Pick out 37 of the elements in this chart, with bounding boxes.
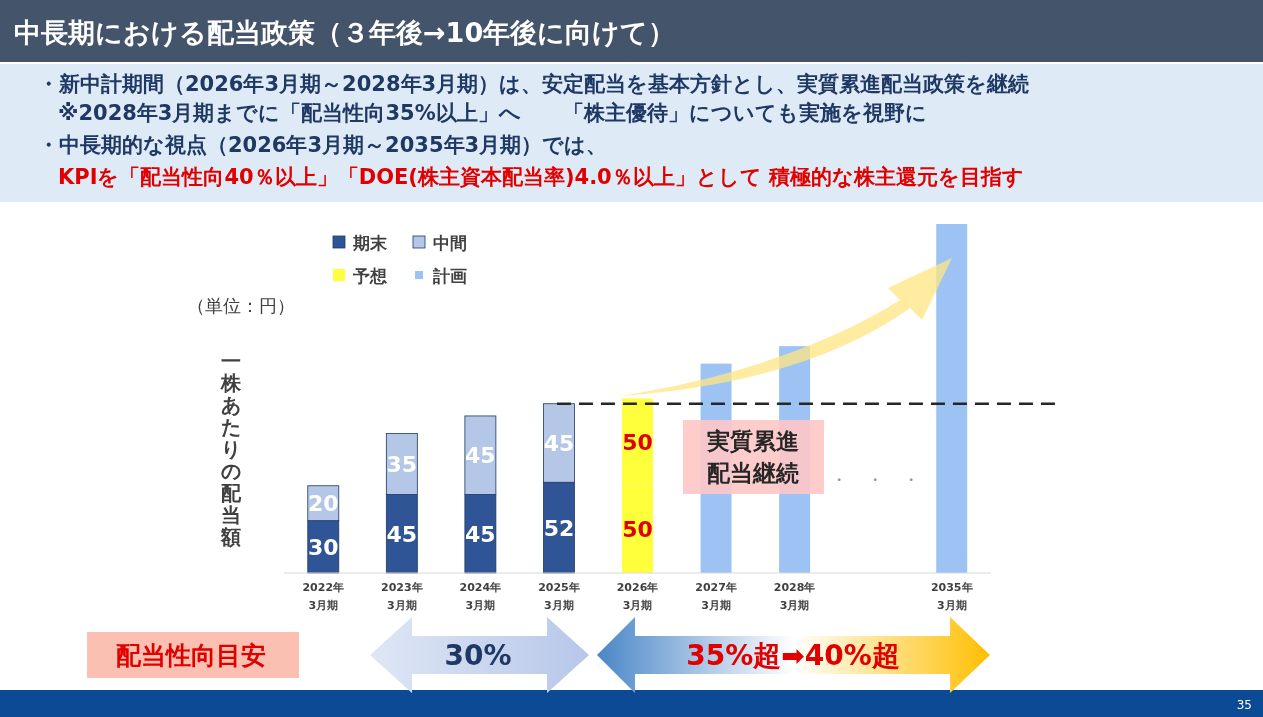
text: 35%超➡40%超 (686, 639, 900, 672)
legend-label: 計画 (432, 266, 467, 286)
data-label: 35 (386, 451, 418, 477)
annotation: （単位：円） (187, 295, 295, 316)
data-label: 50 (622, 430, 653, 456)
x-tick-label: 2022年 3月期 (302, 581, 345, 612)
data-label: 45 (465, 443, 496, 469)
chart-title: 中長期における配当政策（３年後→10年後に向けて） (14, 17, 676, 48)
text: ・中長期的な視点（2026年3月期～2035年3月期）では、 (38, 133, 608, 157)
legend-label: 期末 (352, 233, 388, 253)
x-tick-label: 2027年 3月期 (695, 581, 737, 612)
data-label: 45 (465, 521, 496, 547)
data-label: 50 (622, 517, 653, 543)
x-tick-label: 2024年 3月期 (459, 581, 502, 612)
data-label: 30 (307, 534, 339, 560)
x-tick-label: 2023年 3月期 (381, 581, 423, 612)
y-axis-title: 一株あたりの配当額 (221, 349, 241, 549)
x-tick-label: 2035年 3月期 (930, 581, 973, 612)
data-label: 45 (386, 521, 418, 547)
data-label: 45 (543, 431, 575, 456)
data-label: 52 (543, 515, 575, 541)
annotation: 実質累進 (706, 428, 799, 454)
legend-label: 予想 (352, 266, 388, 286)
data-label: 20 (307, 491, 339, 517)
text: 35 (1236, 698, 1252, 712)
text: 配当性向目安 (116, 641, 266, 670)
text: ・新中計期間（2026年3月期～2028年3月期）は、安定配当を基本方針とし、実質累進配当政策を継続 (38, 72, 1030, 96)
x-tick-label: 2026年 3月期 (616, 581, 659, 612)
x-tick-label: 2028年 3月期 (773, 581, 816, 612)
annotation: 配当継続 (707, 460, 799, 486)
text: KPIを「配当性向40％以上」「DOE(株主資本配当率)4.0％以上」として 積極的な株主還元を目指す (58, 165, 1025, 189)
legend-label: 中間 (433, 233, 467, 253)
text: ※2028年3月期までに「配当性向35%以上」へ 「株主優待」についても実施を視野に (58, 101, 927, 125)
annotation: ・ ・ ・ (830, 469, 920, 490)
bar (936, 224, 968, 573)
x-tick-label: 2025年 3月期 (538, 581, 580, 612)
text: 30% (444, 639, 512, 672)
